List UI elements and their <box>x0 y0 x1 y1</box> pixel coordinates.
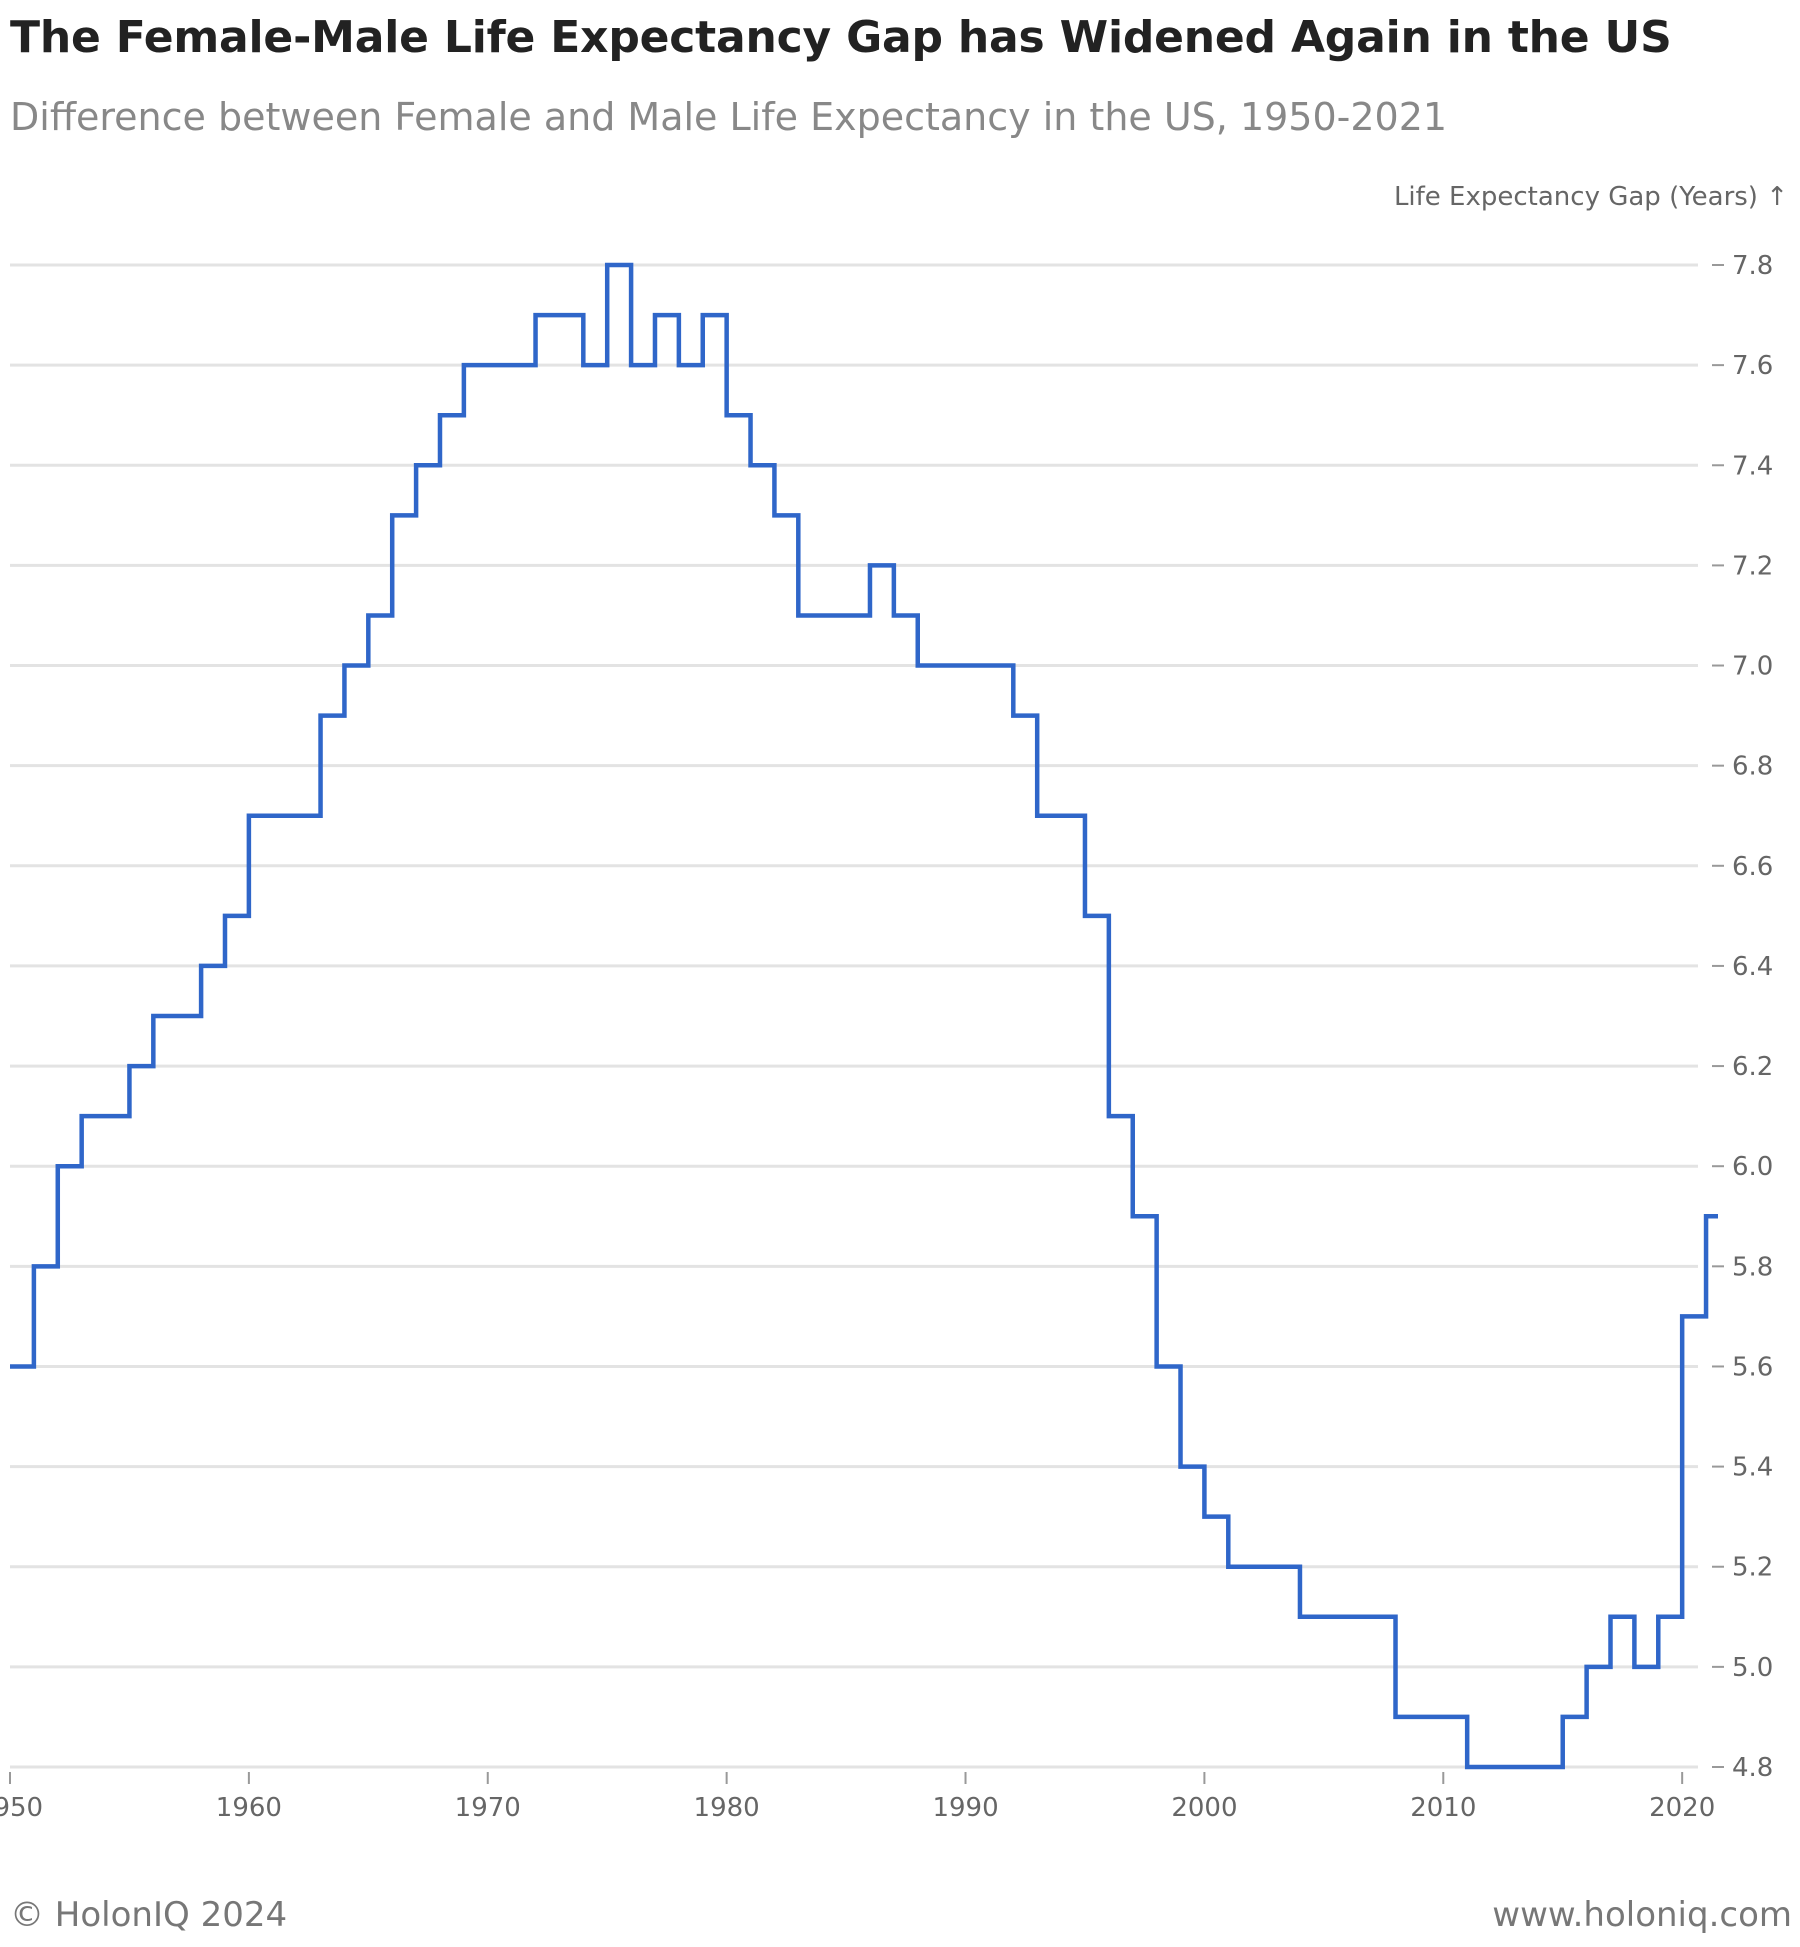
y-tick-label: 7.2 <box>1732 551 1773 581</box>
x-tick-label: 1960 <box>216 1793 282 1823</box>
y-tick-label: 7.4 <box>1732 451 1773 481</box>
x-tick-label: 2000 <box>1171 1793 1237 1823</box>
y-tick-label: 5.0 <box>1732 1653 1773 1683</box>
y-tick-label: 6.8 <box>1732 752 1773 782</box>
y-tick-label: 6.4 <box>1732 952 1773 982</box>
y-tick-label: 6.2 <box>1732 1052 1773 1082</box>
footer-copyright: © HolonIQ 2024 <box>10 1895 288 1935</box>
grid-lines <box>10 263 1698 1769</box>
footer-website: www.holoniq.com <box>1492 1895 1792 1935</box>
y-tick-label: 5.8 <box>1732 1252 1773 1282</box>
y-tick-label: 5.4 <box>1732 1453 1773 1483</box>
y-tick-label: 4.8 <box>1732 1753 1773 1783</box>
y-tick-label: 6.6 <box>1732 852 1773 882</box>
y-axis-label: Life Expectancy Gap (Years) ↑ <box>1394 182 1788 212</box>
x-tick-label: 1950 <box>0 1793 43 1823</box>
y-tick-label: 7.6 <box>1732 351 1773 381</box>
series-line <box>10 262 1718 1770</box>
series-layer <box>10 262 1718 1770</box>
y-axis: 4.8 5.0 5.2 5.4 5.6 5.8 6.0 6.2 6.4 6.6 6.8 7.0 7.2 7… <box>1712 251 1773 1783</box>
x-tick-label: 1970 <box>455 1793 521 1823</box>
y-tick-label: 6.0 <box>1732 1152 1773 1182</box>
chart-subtitle: Difference between Female and Male Life … <box>10 95 1448 139</box>
x-tick-label: 2020 <box>1649 1793 1715 1823</box>
y-tick-label: 5.6 <box>1732 1352 1773 1382</box>
x-axis: 1950 1960 1970 1980 1990 2000 2010 2020 <box>0 1772 1715 1823</box>
x-tick-label: 1990 <box>932 1793 998 1823</box>
chart-title: The Female-Male Life Expectancy Gap has … <box>10 12 1672 63</box>
y-tick-label: 5.2 <box>1732 1553 1773 1583</box>
y-tick-label: 7.8 <box>1732 251 1773 281</box>
chart-area: 4.8 5.0 5.2 5.4 5.6 5.8 6.0 6.2 6.4 6.6 6.8 7.0 7.2 7… <box>0 182 1788 1823</box>
x-tick-label: 1980 <box>694 1793 760 1823</box>
x-tick-label: 2010 <box>1410 1793 1476 1823</box>
y-tick-label: 7.0 <box>1732 652 1773 682</box>
